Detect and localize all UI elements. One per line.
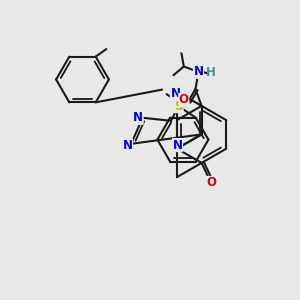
Text: N: N — [133, 111, 143, 124]
Text: O: O — [179, 94, 189, 106]
Text: O: O — [206, 176, 216, 190]
Text: N: N — [122, 139, 133, 152]
Text: S: S — [174, 100, 183, 112]
Text: N: N — [172, 139, 182, 152]
Text: H: H — [206, 66, 215, 79]
Text: N: N — [170, 87, 180, 100]
Text: N: N — [194, 65, 203, 78]
